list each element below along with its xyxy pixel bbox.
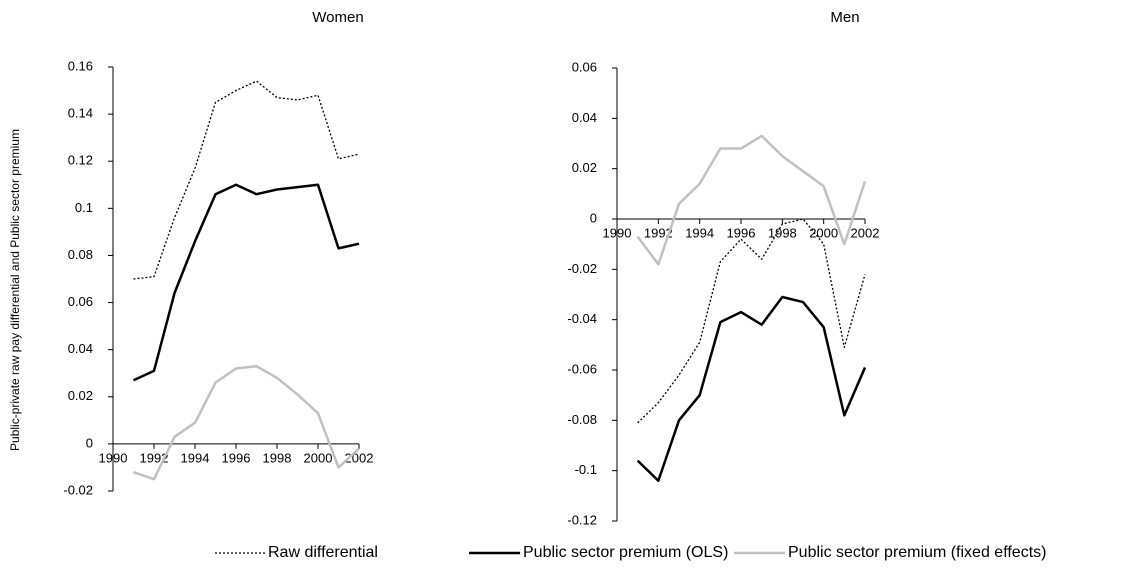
y-tick-label: 0.06 bbox=[68, 294, 93, 309]
y-tick-label: 0.08 bbox=[68, 247, 93, 262]
x-tick-label: 1996 bbox=[222, 450, 251, 465]
x-tick-label: 1996 bbox=[727, 225, 756, 240]
y-tick-label: 0.04 bbox=[68, 341, 93, 356]
legend-label: Raw differential bbox=[268, 544, 378, 561]
x-tick-label: 1990 bbox=[99, 450, 128, 465]
x-tick-label: 1998 bbox=[768, 225, 797, 240]
x-tick-label: 2000 bbox=[809, 225, 838, 240]
y-tick-label: -0.1 bbox=[575, 462, 597, 477]
series-line bbox=[636, 295, 867, 482]
y-tick-label: 0 bbox=[590, 210, 597, 225]
x-tick-label: 2002 bbox=[851, 225, 880, 240]
x-tick-label: 1994 bbox=[685, 225, 714, 240]
legend-label: Public sector premium (fixed effects) bbox=[788, 544, 1046, 561]
y-tick-label: 0.1 bbox=[75, 200, 93, 215]
x-tick-label: 1992 bbox=[644, 225, 673, 240]
y-tick-label: 0.14 bbox=[68, 106, 93, 121]
y-tick-label: 0.04 bbox=[572, 110, 597, 125]
chart-title: Women bbox=[312, 9, 363, 26]
series-line bbox=[636, 134, 867, 266]
series-line bbox=[132, 183, 360, 382]
y-axis-label: Public-private raw pay differential and … bbox=[8, 129, 22, 451]
y-tick-label: 0.12 bbox=[68, 153, 93, 168]
y-tick-label: -0.06 bbox=[567, 361, 597, 376]
x-tick-label: 1994 bbox=[181, 450, 210, 465]
x-tick-label: 1990 bbox=[603, 225, 632, 240]
series-line bbox=[637, 218, 866, 424]
y-tick-label: -0.02 bbox=[63, 482, 93, 497]
y-tick-label: -0.04 bbox=[567, 311, 597, 326]
y-tick-label: 0.02 bbox=[68, 388, 93, 403]
series-line bbox=[133, 364, 360, 481]
y-tick-label: 0 bbox=[86, 435, 93, 450]
x-tick-label: 1998 bbox=[263, 450, 292, 465]
series-line bbox=[133, 80, 360, 280]
y-tick-label: -0.08 bbox=[567, 412, 597, 427]
x-tick-label: 2000 bbox=[304, 450, 333, 465]
legend-label: Public sector premium (OLS) bbox=[523, 544, 728, 561]
y-tick-label: 0.16 bbox=[68, 58, 93, 73]
chart-title: Men bbox=[830, 9, 859, 26]
y-tick-label: -0.02 bbox=[567, 261, 597, 276]
y-tick-label: -0.12 bbox=[567, 512, 597, 527]
y-tick-label: 0.06 bbox=[572, 59, 597, 74]
y-tick-label: 0.02 bbox=[572, 160, 597, 175]
